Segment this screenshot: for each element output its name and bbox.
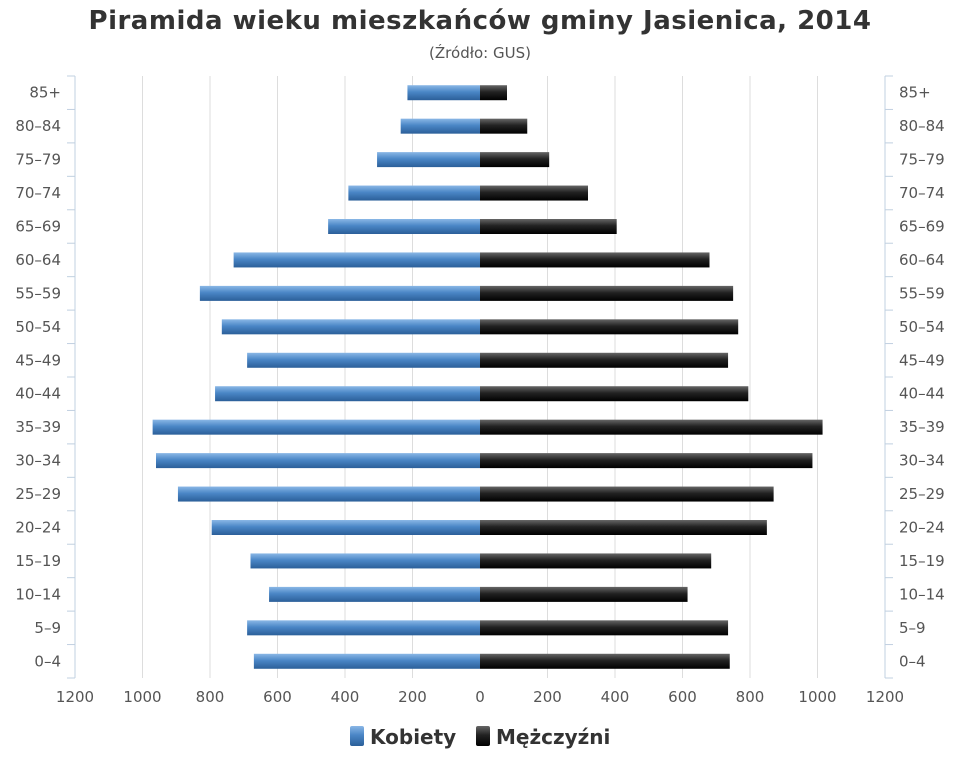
y-tick-label-right: 35–39 — [899, 418, 945, 436]
bar-kobiety — [247, 620, 480, 636]
y-tick-label-right: 15–19 — [899, 552, 945, 570]
y-tick-label-left: 75–79 — [15, 151, 61, 169]
bar-mezczyzni — [480, 553, 712, 569]
bar-mezczyzni — [480, 285, 734, 301]
bar-kobiety — [177, 486, 480, 502]
y-tick-label-left: 65–69 — [15, 218, 61, 236]
y-tick-label-right: 65–69 — [899, 218, 945, 236]
y-tick-label-right: 25–29 — [899, 485, 945, 503]
legend-label: Kobiety — [370, 725, 456, 749]
y-tick-label-left: 35–39 — [15, 418, 61, 436]
y-tick-label-left: 50–54 — [15, 318, 61, 336]
y-tick-label-left: 10–14 — [15, 585, 61, 603]
y-tick-label-right: 75–79 — [899, 151, 945, 169]
y-tick-label-left: 30–34 — [15, 452, 61, 470]
bar-mezczyzni — [480, 352, 729, 368]
y-tick-label-left: 0–4 — [34, 652, 61, 670]
bar-mezczyzni — [480, 419, 823, 435]
bar-kobiety — [152, 419, 480, 435]
y-tick-label-right: 85+ — [899, 84, 931, 102]
bar-kobiety — [400, 118, 480, 134]
y-tick-label-left: 25–29 — [15, 485, 61, 503]
y-tick-label-right: 30–34 — [899, 452, 945, 470]
y-tick-label-left: 60–64 — [15, 251, 61, 269]
x-tick-label: 200 — [533, 688, 562, 706]
y-tick-label-right: 5–9 — [899, 619, 926, 637]
y-tick-label-right: 10–14 — [899, 585, 945, 603]
x-tick-label: 200 — [398, 688, 427, 706]
bar-mezczyzni — [480, 185, 588, 201]
legend-item-kobiety[interactable]: Kobiety — [350, 725, 456, 749]
y-tick-label-left: 5–9 — [34, 619, 61, 637]
y-tick-label-left: 70–74 — [15, 184, 61, 202]
y-tick-label-left: 20–24 — [15, 519, 61, 537]
bar-kobiety — [377, 152, 480, 168]
bar-kobiety — [199, 285, 480, 301]
y-tick-label-left: 45–49 — [15, 351, 61, 369]
tick-labels: 1200 1000 800 600 400 200 0 200 400 600 800 1000 120… — [15, 84, 944, 706]
bar-kobiety — [211, 520, 480, 535]
legend-label: Mężczyźni — [496, 725, 610, 749]
x-tick-label: 800 — [196, 688, 225, 706]
x-tick-label: 1000 — [123, 688, 161, 706]
bar-kobiety — [215, 386, 480, 402]
bar-mezczyzni — [480, 620, 729, 636]
y-tick-label-right: 50–54 — [899, 318, 945, 336]
y-tick-label-left: 55–59 — [15, 284, 61, 302]
bar-mezczyzni — [480, 219, 617, 234]
bar-mezczyzni — [480, 453, 813, 469]
bar-kobiety — [247, 352, 480, 368]
bar-kobiety — [253, 653, 480, 669]
y-tick-label-right: 40–44 — [899, 385, 945, 403]
y-tick-label-left: 15–19 — [15, 552, 61, 570]
bar-mezczyzni — [480, 85, 507, 101]
y-tick-label-right: 60–64 — [899, 251, 945, 269]
bar-mezczyzni — [480, 486, 774, 502]
bar-mezczyzni — [480, 520, 767, 535]
axes — [67, 75, 893, 679]
legend-swatch — [476, 726, 490, 746]
bar-mezczyzni — [480, 386, 749, 402]
bar-kobiety — [407, 85, 480, 101]
bar-kobiety — [156, 453, 480, 469]
y-tick-label-right: 45–49 — [899, 351, 945, 369]
y-tick-label-left: 85+ — [29, 84, 61, 102]
bar-mezczyzni — [480, 319, 739, 335]
bar-mezczyzni — [480, 118, 528, 134]
chart-subtitle: (Źródło: GUS) — [429, 44, 531, 62]
y-tick-label-right: 20–24 — [899, 519, 945, 537]
chart-title: Piramida wieku mieszkańców gminy Jasieni… — [88, 6, 872, 36]
x-tick-label: 1200 — [866, 688, 904, 706]
y-tick-label-right: 70–74 — [899, 184, 945, 202]
x-tick-label: 1200 — [56, 688, 94, 706]
x-tick-label: 1000 — [798, 688, 836, 706]
y-tick-label-right: 80–84 — [899, 117, 945, 135]
x-tick-label: 400 — [601, 688, 630, 706]
bar-mezczyzni — [480, 252, 710, 268]
bar-mezczyzni — [480, 586, 688, 602]
y-tick-label-left: 40–44 — [15, 385, 61, 403]
bar-kobiety — [348, 185, 480, 201]
bar-kobiety — [250, 553, 480, 569]
x-tick-label: 800 — [736, 688, 765, 706]
bar-kobiety — [328, 219, 480, 234]
legend-swatch — [350, 726, 364, 746]
bar-kobiety — [269, 586, 480, 602]
bar-kobiety — [233, 252, 480, 268]
x-tick-label: 600 — [263, 688, 292, 706]
y-tick-label-left: 80–84 — [15, 117, 61, 135]
bar-kobiety — [221, 319, 480, 335]
y-tick-label-right: 55–59 — [899, 284, 945, 302]
bar-mezczyzni — [480, 152, 550, 168]
legend[interactable]: Kobiety Mężczyźni — [350, 725, 610, 749]
legend-item-mezczyzni[interactable]: Mężczyźni — [476, 725, 610, 749]
bar-mezczyzni — [480, 653, 730, 669]
y-tick-label-right: 0–4 — [899, 652, 926, 670]
bars — [152, 85, 823, 669]
x-tick-label: 600 — [668, 688, 697, 706]
x-tick-label: 0 — [475, 688, 485, 706]
x-tick-label: 400 — [331, 688, 360, 706]
